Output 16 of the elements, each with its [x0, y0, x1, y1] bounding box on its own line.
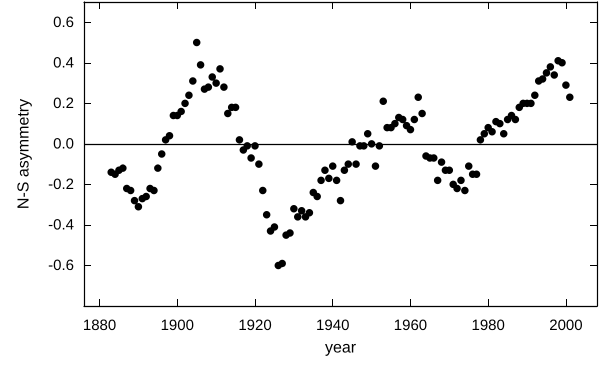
x-tick-label: 1980 [471, 317, 505, 334]
x-tick-label: 1900 [160, 317, 194, 334]
y-tick-label: -0.2 [48, 176, 74, 193]
x-tick-label: 1880 [82, 317, 116, 334]
y-tick-label: 0.4 [53, 54, 74, 72]
y-tick-label: 0.0 [53, 135, 74, 152]
x-axis-title: year [324, 340, 357, 356]
x-tick-label: 1960 [394, 317, 428, 334]
x-tick-label: 1940 [316, 317, 350, 334]
y-axis-title: N-S asymmetry [16, 98, 32, 210]
y-tick-label: -0.4 [48, 216, 74, 234]
y-tick-label: 0.6 [53, 14, 74, 31]
x-tick-label: 1920 [238, 317, 272, 334]
y-tick-label: -0.6 [48, 256, 74, 274]
y-tick-label: 0.2 [53, 94, 74, 112]
x-tick-label: 2000 [549, 317, 583, 334]
